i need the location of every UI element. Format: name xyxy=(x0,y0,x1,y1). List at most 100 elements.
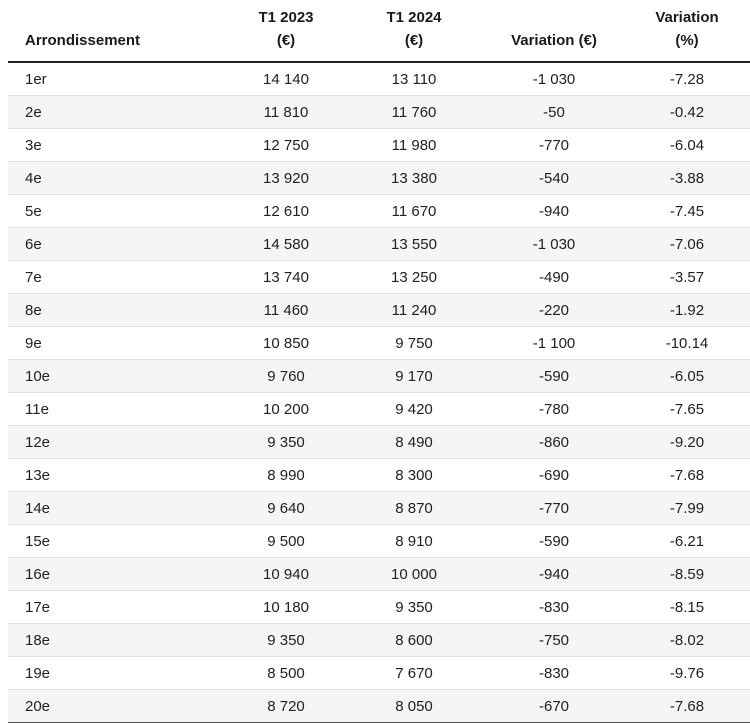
table-row: 1er 14 140 13 110 -1 030 -7.28 xyxy=(8,62,750,96)
cell-variation-eur: -940 xyxy=(484,557,624,591)
cell-t1-2024: 8 490 xyxy=(344,425,484,459)
cell-arrondissement: 16e xyxy=(8,557,228,591)
cell-arrondissement: 14e xyxy=(8,491,228,525)
table-row: 10e 9 760 9 170 -590 -6.05 xyxy=(8,359,750,393)
table-row: 4e 13 920 13 380 -540 -3.88 xyxy=(8,161,750,195)
cell-variation-pct: -9.20 xyxy=(624,425,750,459)
table-row: 16e 10 940 10 000 -940 -8.59 xyxy=(8,557,750,591)
cell-arrondissement: 1er xyxy=(25,70,47,88)
cell-variation-pct: -10.14 xyxy=(624,326,750,360)
column-header-variation-pct: Variation (%) xyxy=(624,0,750,63)
cell-variation-eur: -540 xyxy=(484,161,624,195)
cell-variation-eur: -490 xyxy=(484,260,624,294)
cell-t1-2024: 9 350 xyxy=(344,590,484,624)
cell-arrondissement: 19e xyxy=(8,656,228,690)
cell-arrondissement: 2e xyxy=(8,95,228,129)
cell-variation-pct: -6.21 xyxy=(624,524,750,558)
cell-t1-2024: 9 750 xyxy=(344,326,484,360)
cell-variation-pct: -7.68 xyxy=(624,458,750,492)
cell-t1-2024: 10 000 xyxy=(344,557,484,591)
cell-t1-2023: 8 990 xyxy=(228,458,344,492)
table-row: 12e 9 350 8 490 -860 -9.20 xyxy=(8,425,750,459)
table-row: 3e 12 750 11 980 -770 -6.04 xyxy=(8,128,750,162)
cell-t1-2024: 7 670 xyxy=(344,656,484,690)
cell-t1-2024: 11 240 xyxy=(344,293,484,327)
cell-t1-2023: 10 940 xyxy=(228,557,344,591)
cell-variation-pct: -7.68 xyxy=(624,689,750,723)
table-row: 11e 10 200 9 420 -780 -7.65 xyxy=(8,392,750,426)
cell-variation-pct: -7.45 xyxy=(624,194,750,228)
cell-variation-pct: -7.06 xyxy=(624,227,750,261)
cell-variation-eur: -590 xyxy=(484,359,624,393)
cell-t1-2024: 8 600 xyxy=(344,623,484,657)
cell-arrondissement: 15e xyxy=(8,524,228,558)
cell-variation-pct: -8.02 xyxy=(624,623,750,657)
cell-t1-2024: 8 870 xyxy=(344,491,484,525)
cell-t1-2023: 13 920 xyxy=(228,161,344,195)
cell-variation-pct: -7.28 xyxy=(669,70,705,88)
cell-t1-2023: 14 580 xyxy=(228,227,344,261)
cell-t1-2024: 8 910 xyxy=(344,524,484,558)
table-row: 2e 11 810 11 760 -50 -0.42 xyxy=(8,95,750,129)
cell-variation-pct: -0.42 xyxy=(624,95,750,129)
cell-arrondissement: 8e xyxy=(8,293,228,327)
cell-arrondissement: 3e xyxy=(8,128,228,162)
cell-t1-2023: 10 850 xyxy=(228,326,344,360)
cell-variation-pct: -3.88 xyxy=(624,161,750,195)
cell-t1-2023: 11 460 xyxy=(228,293,344,327)
cell-variation-eur: -1 100 xyxy=(484,326,624,360)
cell-t1-2023: 10 200 xyxy=(228,392,344,426)
cell-variation-eur: -830 xyxy=(484,590,624,624)
cell-variation-pct: -8.15 xyxy=(624,590,750,624)
cell-variation-eur: -1 030 xyxy=(484,227,624,261)
cell-arrondissement: 13e xyxy=(8,458,228,492)
table-row: 6e 14 580 13 550 -1 030 -7.06 xyxy=(8,227,750,261)
cell-t1-2023: 12 610 xyxy=(228,194,344,228)
cell-variation-pct: -1.92 xyxy=(624,293,750,327)
column-header-t1-2024: T1 2024 (€) xyxy=(344,0,484,63)
cell-variation-pct: -6.04 xyxy=(624,128,750,162)
cell-t1-2024: 8 300 xyxy=(344,458,484,492)
cell-variation-pct: -7.99 xyxy=(624,491,750,525)
cell-t1-2024: 9 420 xyxy=(344,392,484,426)
column-header-t1-2023: T1 2023 (€) xyxy=(228,0,344,63)
cell-variation-eur: -830 xyxy=(484,656,624,690)
table-row: 9e 10 850 9 750 -1 100 -10.14 xyxy=(8,326,750,360)
cell-t1-2023: 14 140 xyxy=(263,70,309,88)
table-body: 1er 14 140 13 110 -1 030 -7.28 2e 11 810… xyxy=(8,62,750,723)
cell-arrondissement: 5e xyxy=(8,194,228,228)
cell-variation-eur: -940 xyxy=(484,194,624,228)
cell-t1-2023: 9 760 xyxy=(228,359,344,393)
cell-t1-2024: 13 550 xyxy=(344,227,484,261)
cell-variation-pct: -6.05 xyxy=(624,359,750,393)
cell-arrondissement: 11e xyxy=(8,392,228,426)
cell-t1-2024: 13 110 xyxy=(391,70,437,88)
price-table: Arrondissement T1 2023 (€) T1 2024 (€) V… xyxy=(8,0,750,723)
table-row: 20e 8 720 8 050 -670 -7.68 xyxy=(8,689,750,723)
table-row: 18e 9 350 8 600 -750 -8.02 xyxy=(8,623,750,657)
cell-t1-2023: 8 500 xyxy=(228,656,344,690)
cell-variation-eur: -690 xyxy=(484,458,624,492)
cell-arrondissement: 12e xyxy=(8,425,228,459)
cell-t1-2024: 13 380 xyxy=(344,161,484,195)
cell-t1-2024: 11 760 xyxy=(344,95,484,129)
header-row: Arrondissement T1 2023 (€) T1 2024 (€) V… xyxy=(8,0,750,63)
cell-variation-pct: -3.57 xyxy=(624,260,750,294)
cell-variation-eur: -860 xyxy=(484,425,624,459)
cell-t1-2023: 9 500 xyxy=(228,524,344,558)
table-row: 5e 12 610 11 670 -940 -7.45 xyxy=(8,194,750,228)
cell-t1-2023: 13 740 xyxy=(228,260,344,294)
cell-arrondissement: 4e xyxy=(8,161,228,195)
table-row: 7e 13 740 13 250 -490 -3.57 xyxy=(8,260,750,294)
cell-t1-2023: 10 180 xyxy=(228,590,344,624)
table-row: 13e 8 990 8 300 -690 -7.68 xyxy=(8,458,750,492)
cell-t1-2024: 8 050 xyxy=(344,689,484,723)
cell-t1-2024: 11 980 xyxy=(344,128,484,162)
cell-variation-eur: -1 030 xyxy=(532,70,576,88)
cell-t1-2023: 9 350 xyxy=(228,623,344,657)
table-row: 17e 10 180 9 350 -830 -8.15 xyxy=(8,590,750,624)
cell-variation-eur: -780 xyxy=(484,392,624,426)
cell-t1-2023: 8 720 xyxy=(228,689,344,723)
cell-variation-eur: -50 xyxy=(484,95,624,129)
cell-arrondissement: 7e xyxy=(8,260,228,294)
